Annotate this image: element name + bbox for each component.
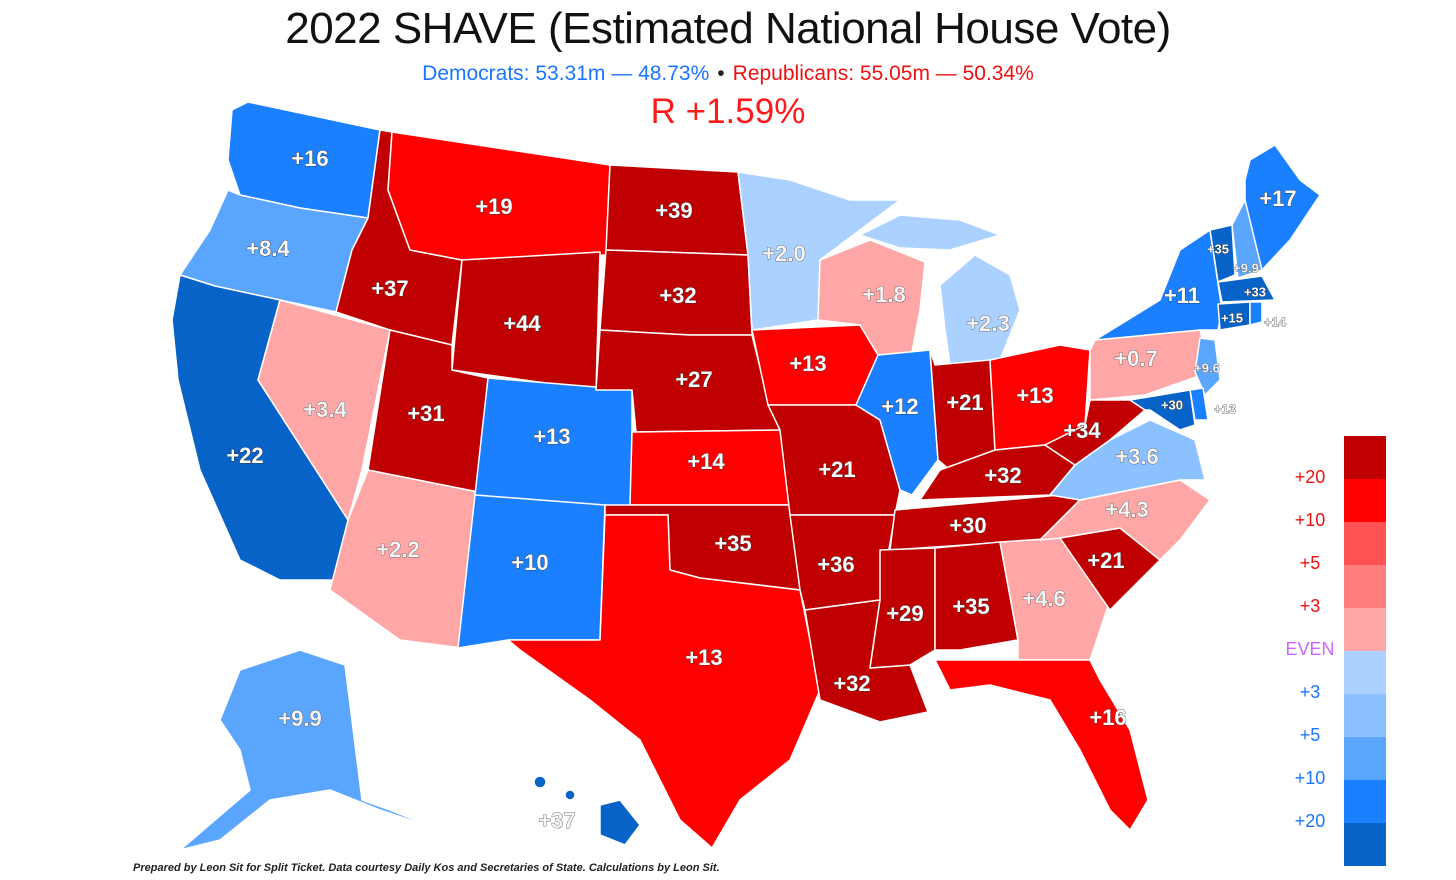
label-WY: +44 <box>503 311 541 336</box>
legend-swatch <box>1344 479 1386 522</box>
state-CA <box>171 274 351 581</box>
legend-swatch <box>1344 522 1386 565</box>
label-KS: +14 <box>687 449 725 474</box>
legend-label: +20 <box>1294 811 1326 831</box>
credit-footnote: Prepared by Leon Sit for Split Ticket. D… <box>133 862 720 874</box>
state-NH <box>1231 199 1263 279</box>
state-HI <box>599 799 641 846</box>
state-HI-islands-2 <box>564 789 576 801</box>
legend-swatch <box>1344 780 1386 823</box>
label-ND: +39 <box>655 198 692 223</box>
vote-summary: Democrats: 53.31m — 48.73% • Republicans: … <box>0 62 1456 86</box>
legend-swatch <box>1344 565 1386 608</box>
separator-bullet: • <box>717 62 725 85</box>
legend-swatch <box>1344 694 1386 737</box>
legend-label: +3 <box>1299 682 1321 702</box>
label-RI: +14 <box>1264 314 1287 329</box>
label-TN: +30 <box>949 513 986 538</box>
label-DE: +13 <box>1214 401 1236 416</box>
legend-swatch <box>1344 823 1386 866</box>
legend-label: +10 <box>1294 768 1326 788</box>
state-NV <box>257 299 391 521</box>
map-title: 2022 SHAVE (Estimated National House Vot… <box>285 4 1171 53</box>
legend-swatch <box>1344 737 1386 780</box>
state-MA <box>1217 275 1276 303</box>
state-RI <box>1249 301 1263 326</box>
label-VT: +35 <box>1207 241 1229 256</box>
state-MI-UP <box>859 214 1001 251</box>
label-WA: +16 <box>291 146 328 171</box>
state-NJ <box>1194 337 1221 396</box>
legend-swatch <box>1344 436 1386 479</box>
state-MD <box>1129 389 1196 431</box>
label-MA: +33 <box>1244 284 1266 299</box>
label-CO: +13 <box>533 424 570 449</box>
legend-label: +20 <box>1294 467 1326 487</box>
label-NY: +11 <box>1164 283 1200 308</box>
label-AZ: +2.2 <box>376 537 419 562</box>
state-FL <box>934 659 1149 831</box>
label-MT: +19 <box>475 194 512 219</box>
label-OK: +35 <box>714 531 751 556</box>
national-margin: R +1.59% <box>650 92 806 131</box>
label-ID: +37 <box>371 276 408 301</box>
label-HI: +37 <box>538 808 575 833</box>
label-OR: +8.4 <box>246 236 290 261</box>
state-AL <box>934 541 1019 651</box>
label-MS: +29 <box>886 601 923 626</box>
label-NH: +9.9 <box>1233 260 1259 275</box>
label-MN: +2.0 <box>762 241 805 266</box>
legend-swatch <box>1344 608 1386 651</box>
label-ME: +17 <box>1259 186 1296 211</box>
label-IA: +13 <box>789 351 826 376</box>
legend-label: EVEN <box>1285 639 1335 659</box>
label-MI: +2.3 <box>966 311 1009 336</box>
democrat-vote-total: Democrats: 53.31m — 48.73% <box>422 62 710 85</box>
legend-label: +3 <box>1299 596 1321 616</box>
label-NC: +4.3 <box>1105 497 1148 522</box>
label-TX: +13 <box>685 645 722 670</box>
label-NE: +27 <box>675 367 712 392</box>
label-AK: +9.9 <box>278 706 321 731</box>
label-FL: +16 <box>1089 705 1126 730</box>
label-GA: +4.6 <box>1022 586 1065 611</box>
legend-label: +10 <box>1294 510 1326 530</box>
label-AL: +35 <box>952 594 989 619</box>
label-AR: +36 <box>817 552 854 577</box>
state-NY <box>1094 229 1223 341</box>
color-legend: +20 +10 +5 +3 EVEN +3 +5 +10 +20 <box>1280 436 1390 866</box>
label-UT: +31 <box>407 401 444 426</box>
label-WI: +1.8 <box>862 282 905 307</box>
label-NJ: +9.6 <box>1194 360 1220 375</box>
label-CA: +22 <box>226 443 263 468</box>
label-VA: +3.6 <box>1115 444 1158 469</box>
label-KY: +32 <box>984 463 1021 488</box>
republican-vote-total: Republicans: 55.05m — 50.34% <box>732 62 1034 85</box>
state-HI-islands <box>533 775 547 789</box>
label-LA: +32 <box>833 671 870 696</box>
label-IN: +21 <box>946 390 983 415</box>
state-MI <box>939 254 1021 366</box>
label-MD: +30 <box>1161 397 1183 412</box>
legend-label: +5 <box>1299 725 1321 745</box>
legend-label: +5 <box>1299 553 1321 573</box>
label-NV: +3.4 <box>303 397 347 422</box>
label-OH: +13 <box>1016 383 1053 408</box>
label-CT: +15 <box>1221 310 1243 325</box>
label-SC: +21 <box>1087 548 1124 573</box>
label-WV: +34 <box>1063 418 1101 443</box>
label-MO: +21 <box>818 457 855 482</box>
state-TX <box>507 514 821 849</box>
state-AK <box>179 649 441 851</box>
label-PA: +0.7 <box>1114 346 1157 371</box>
label-IL: +12 <box>881 394 918 419</box>
label-SD: +32 <box>659 283 696 308</box>
state-VT <box>1209 224 1236 283</box>
label-NM: +10 <box>511 550 548 575</box>
legend-swatch <box>1344 651 1386 694</box>
